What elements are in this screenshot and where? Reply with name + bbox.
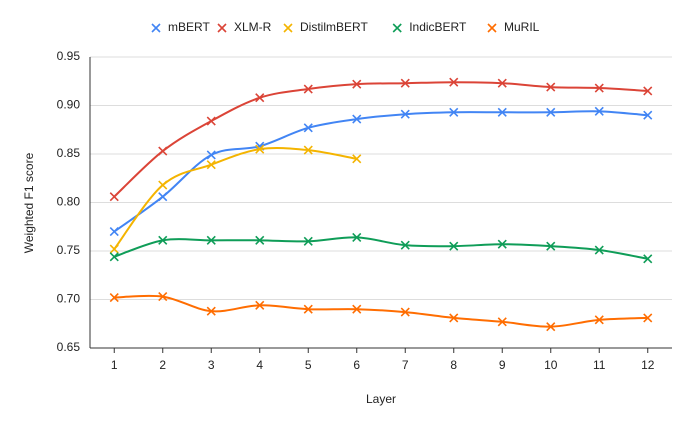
marker	[206, 160, 216, 170]
marker	[109, 227, 119, 237]
marker	[449, 241, 459, 251]
marker	[255, 93, 265, 103]
marker	[158, 180, 168, 190]
marker	[255, 144, 265, 154]
marker	[303, 304, 313, 314]
series-line	[113, 236, 648, 260]
marker	[497, 78, 507, 88]
marker	[352, 114, 362, 124]
marker	[158, 192, 168, 202]
x-tick-label: 9	[499, 358, 506, 372]
x-tick-label: 5	[305, 358, 312, 372]
marker	[400, 109, 410, 119]
marker	[303, 145, 313, 155]
marker	[158, 146, 168, 156]
marker	[303, 123, 313, 133]
marker	[643, 86, 653, 96]
y-tick-label: 0.85	[57, 146, 81, 160]
x-tick-label: 3	[208, 358, 215, 372]
marker	[497, 317, 507, 327]
x-tick-label: 1	[111, 358, 118, 372]
marker	[497, 239, 507, 249]
marker	[497, 107, 507, 117]
x-tick-label: 11	[593, 358, 606, 372]
y-tick-label: 0.65	[57, 340, 81, 354]
y-tick-label: 0.75	[57, 243, 81, 257]
legend-marker	[283, 23, 293, 33]
series-line	[113, 81, 648, 198]
series-line	[114, 294, 648, 328]
legend-marker	[151, 23, 161, 33]
x-tick-label: 10	[544, 358, 558, 372]
marker	[449, 77, 459, 87]
marker	[352, 79, 362, 89]
y-tick-label: 0.90	[57, 98, 81, 112]
x-tick-label: 7	[402, 358, 409, 372]
marker	[352, 154, 362, 164]
legend-label: mBERT	[168, 20, 210, 34]
legend-label: XLM-R	[234, 20, 272, 34]
y-tick-label: 0.70	[57, 292, 81, 306]
marker	[206, 235, 216, 245]
legend-label: IndicBERT	[409, 20, 467, 34]
y-tick-label: 0.95	[57, 49, 81, 63]
marker	[303, 236, 313, 246]
marker	[594, 106, 604, 116]
marker	[400, 78, 410, 88]
marker	[594, 245, 604, 255]
marker	[546, 107, 556, 117]
marker	[352, 232, 362, 242]
marker	[449, 107, 459, 117]
marker	[643, 254, 653, 264]
y-axis-label: Weighted F1 score	[22, 152, 36, 253]
marker	[109, 292, 119, 303]
marker	[158, 235, 168, 245]
x-tick-label: 8	[450, 358, 457, 372]
marker	[449, 313, 459, 323]
marker	[206, 150, 216, 160]
legend-marker	[392, 23, 402, 33]
marker	[546, 241, 556, 251]
x-tick-label: 6	[353, 358, 360, 372]
marker	[255, 235, 265, 245]
marker	[255, 300, 265, 310]
marker	[206, 306, 216, 316]
legend-marker	[217, 23, 227, 33]
marker	[109, 252, 119, 262]
x-tick-label: 4	[256, 358, 263, 372]
marker	[206, 116, 216, 126]
marker	[303, 84, 313, 94]
legend-marker	[487, 23, 497, 33]
x-axis-label: Layer	[366, 392, 396, 406]
marker	[546, 322, 556, 332]
marker	[594, 315, 604, 325]
marker	[109, 192, 119, 202]
x-tick-label: 2	[159, 358, 166, 372]
marker	[400, 240, 410, 250]
marker	[643, 313, 653, 323]
marker	[546, 82, 556, 92]
legend-label: DistilmBERT	[300, 20, 368, 34]
marker	[643, 110, 653, 120]
marker	[594, 83, 604, 93]
marker	[400, 307, 410, 317]
marker	[352, 304, 362, 314]
series-line	[113, 146, 357, 250]
marker	[158, 292, 168, 302]
series-line	[113, 110, 648, 233]
y-tick-label: 0.80	[57, 195, 81, 209]
marker	[109, 244, 119, 254]
legend-label: MuRIL	[504, 20, 540, 34]
x-tick-label: 12	[641, 358, 655, 372]
